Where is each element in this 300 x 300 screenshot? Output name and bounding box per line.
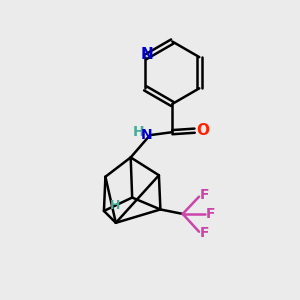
Text: H: H (133, 124, 145, 139)
Text: F: F (200, 188, 209, 203)
Text: F: F (200, 226, 209, 240)
Text: F: F (206, 207, 216, 221)
Text: O: O (196, 123, 209, 138)
Text: N: N (140, 128, 152, 142)
Text: N: N (140, 47, 153, 62)
Text: H: H (110, 199, 120, 212)
